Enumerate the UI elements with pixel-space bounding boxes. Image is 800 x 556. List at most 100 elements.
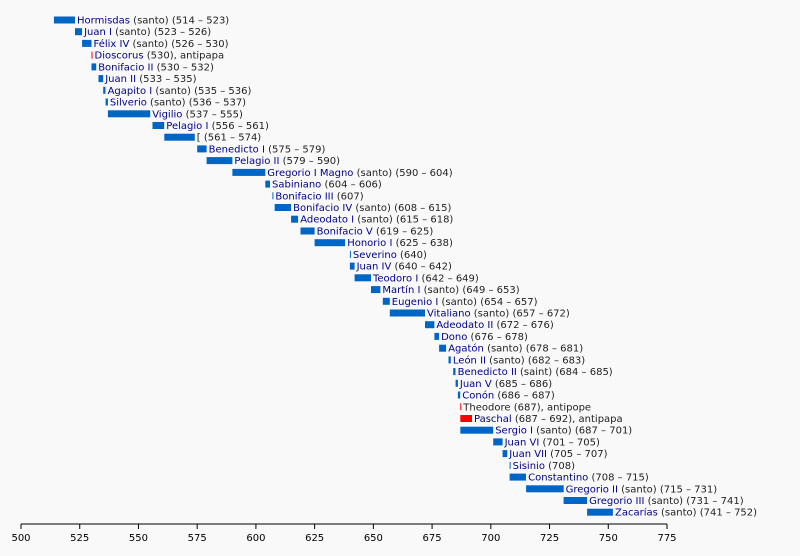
- reign-dates: (santo) (731 – 741): [644, 496, 743, 507]
- pope-name-link[interactable]: Gregorio III: [589, 496, 644, 507]
- reign-dates: (604 – 606): [321, 180, 382, 191]
- reign-bar: [587, 508, 613, 516]
- pope-name-link[interactable]: Zacarías: [615, 507, 658, 519]
- reign-bar: [274, 204, 292, 211]
- reign-bar: [439, 344, 447, 352]
- pope-name-link[interactable]: Teodoro I: [372, 273, 418, 284]
- pope-name-link[interactable]: Vitaliano: [427, 309, 471, 320]
- reign-label: Hormisdas (santo) (514 – 523): [77, 16, 229, 27]
- reign-dates: (708): [545, 461, 575, 472]
- pope-name-link[interactable]: Benedicto II: [458, 367, 517, 378]
- reign-dates: (santo) (657 – 672): [471, 309, 570, 320]
- reign-dates: (685 – 686): [492, 379, 553, 390]
- reign-dates: (701 – 705): [539, 437, 600, 448]
- x-tick-label: 725: [540, 533, 559, 544]
- pope-name-link[interactable]: Conón: [462, 390, 494, 402]
- pope-name-link[interactable]: Bonifacio II: [98, 62, 153, 73]
- reign-label: Martín I (santo) (649 – 653): [382, 284, 519, 296]
- reign-bar: [152, 122, 165, 129]
- reign-label: Dioscorus (530), antipapa: [95, 51, 225, 62]
- reign-label: Sergio I (santo) (687 – 701): [495, 426, 632, 437]
- reign-dates: (santo) (514 – 523): [130, 16, 229, 27]
- reign-dates: (santo) (682 – 683): [486, 355, 585, 366]
- reign-bar: [265, 180, 270, 188]
- pope-name-link[interactable]: Severino: [353, 250, 397, 261]
- reign-label: Sisinio (708): [513, 461, 576, 472]
- pope-name-link[interactable]: Silverio: [110, 98, 147, 109]
- pope-name-link[interactable]: Sabiniano: [272, 180, 321, 191]
- reign-dates: (santo) (526 – 530): [129, 39, 228, 50]
- reign-bar: [82, 39, 92, 47]
- reign-bar: [91, 63, 97, 71]
- pope-name-link[interactable]: Adeodato II: [436, 320, 493, 331]
- pope-name-link[interactable]: Juan VI: [504, 437, 540, 448]
- reign-label: Sabiniano (604 – 606): [272, 180, 382, 191]
- reign-bar: [460, 415, 472, 422]
- pope-name-link[interactable]: Martín I: [382, 284, 420, 296]
- pope-name-link[interactable]: León II: [453, 354, 486, 366]
- reign-dates: (santo) (536 – 537): [147, 98, 246, 109]
- labels-group: Hormisdas (santo) (514 – 523)Juan I (san…: [77, 16, 757, 519]
- pope-name-link[interactable]: Hormisdas: [77, 16, 130, 27]
- pope-name-link[interactable]: Agatón: [448, 343, 484, 355]
- reign-dates: (537 – 555): [182, 109, 243, 120]
- pope-name-link[interactable]: Juan IV: [356, 262, 392, 273]
- pope-name-link[interactable]: Juan VII: [508, 449, 547, 460]
- reign-bar: [314, 239, 346, 247]
- pope-name-link[interactable]: Sergio I: [495, 426, 533, 437]
- pope-name-link[interactable]: Paschal: [474, 414, 512, 425]
- reign-bar: [206, 157, 233, 165]
- pope-name-link[interactable]: Félix IV: [94, 38, 130, 50]
- reign-dates: (619 – 625): [373, 227, 434, 238]
- reign-label: Theodore (687), antipope: [462, 402, 591, 413]
- pope-name-link[interactable]: Eugenio I: [392, 297, 439, 308]
- reign-label: Conón (686 – 687): [462, 390, 555, 402]
- reign-dates: (686 – 687): [494, 391, 555, 402]
- pope-name-link[interactable]: Vigilio: [152, 109, 182, 120]
- pope-name-link[interactable]: Dioscorus: [95, 51, 144, 62]
- reign-dates: (santo) (535 – 536): [152, 86, 251, 97]
- reign-label: Juan VI (701 – 705): [504, 437, 600, 448]
- pope-name-link[interactable]: Honorio I: [347, 238, 392, 249]
- pope-name-link[interactable]: Bonifacio V: [317, 227, 373, 238]
- reign-bar: [349, 262, 355, 270]
- pope-name-link[interactable]: Gregorio II: [566, 484, 618, 495]
- pope-name-link[interactable]: Dono: [441, 332, 467, 343]
- reign-dates: (676 – 678): [467, 332, 528, 343]
- reign-label: León II (santo) (682 – 683): [453, 354, 585, 366]
- pope-name-link[interactable]: Bonifacio III: [275, 191, 333, 202]
- x-tick-label: 675: [423, 533, 442, 544]
- pope-name-link[interactable]: Juan I: [83, 27, 112, 38]
- reign-bar: [425, 321, 435, 329]
- pope-name-link[interactable]: Pelagio I: [166, 121, 208, 132]
- reign-label: Adeodato II (672 – 676): [436, 320, 553, 331]
- pope-name-link[interactable]: Adeodato I: [300, 215, 354, 226]
- reign-dates: (santo) (654 – 657): [438, 297, 537, 308]
- reign-dates: (556 – 561): [208, 121, 269, 132]
- reign-label: Bonifacio V (619 – 625): [317, 227, 434, 238]
- reign-dates: (607): [334, 191, 364, 202]
- pope-name-link[interactable]: Agapito I: [108, 86, 153, 97]
- bars-group: [53, 16, 613, 516]
- pope-name-link[interactable]: Sisinio: [513, 461, 545, 472]
- reign-bar: [164, 133, 195, 141]
- reign-dates: (santo) (687 – 701): [533, 426, 632, 437]
- pope-name-link[interactable]: Juan V: [459, 379, 492, 390]
- reign-bar: [460, 426, 494, 434]
- reign-dates: (santo) (715 – 731): [618, 484, 717, 495]
- pope-name-link[interactable]: Benedicto I: [209, 144, 265, 155]
- pope-name-link[interactable]: Bonifacio IV: [293, 203, 352, 214]
- pope-name-link[interactable]: Constantino: [528, 473, 588, 484]
- pope-name-link[interactable]: Gregorio I Magno: [267, 168, 353, 179]
- reign-bar: [103, 86, 106, 94]
- reign-label: Agapito I (santo) (535 – 536): [108, 86, 252, 97]
- pope-name-link[interactable]: Pelagio II: [234, 156, 279, 167]
- reign-bar: [53, 16, 75, 24]
- reign-dates: (642 – 649): [418, 273, 479, 284]
- reign-label: Severino (640): [353, 250, 427, 261]
- reign-label: Eugenio I (santo) (654 – 657): [392, 297, 538, 308]
- pope-name-link[interactable]: Juan II: [104, 74, 136, 85]
- reign-label: Dono (676 – 678): [441, 332, 528, 343]
- reign-bar: [448, 356, 451, 364]
- reign-dates: (687 – 692), antipapa: [512, 414, 623, 425]
